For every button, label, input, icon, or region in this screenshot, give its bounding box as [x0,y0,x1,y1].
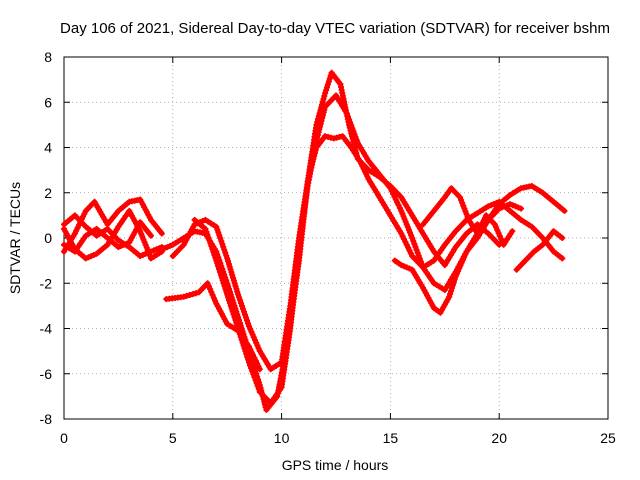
series-trace-9 [391,183,568,316]
y-tick-label: 6 [44,94,52,110]
y-tick-label: 8 [44,49,52,65]
x-tick-label: 5 [169,430,177,446]
chart-title: Day 106 of 2021, Sidereal Day-to-day VTE… [60,20,610,37]
series-markers-trace-1 [61,212,165,260]
series-markers-trace-9 [391,183,568,316]
series-markers-trace-2 [61,196,165,255]
y-tick-label: 4 [44,140,52,156]
x-tick-label: 10 [274,430,290,446]
y-tick-label: -4 [40,321,53,337]
y-tick-label: 2 [44,185,52,201]
series-trace-2 [61,196,165,255]
y-tick-label: -8 [40,411,53,427]
series-markers-trace-4 [61,219,154,255]
x-tick-label: 0 [60,430,68,446]
x-tick-label: 15 [383,430,399,446]
series-markers-trace-10 [420,185,516,248]
series-trace-10 [420,185,516,248]
x-tick-label: 20 [491,430,507,446]
series-markers-trace-8 [163,280,263,373]
y-tick-label: -6 [40,366,53,382]
x-tick-label: 25 [600,430,616,446]
series-trace-3 [61,207,165,262]
y-tick-label: 0 [44,230,52,246]
series-trace-4 [61,219,154,255]
series-trace-7 [191,92,524,407]
series-markers-trace-11 [513,228,566,273]
data-series [61,69,568,413]
y-tick-label: -2 [40,275,53,291]
grid [64,57,608,419]
series-trace-11 [513,228,566,273]
series-markers-trace-7 [191,92,524,407]
y-axis-label: SDTVAR / TECUs [7,182,23,294]
x-axis-label: GPS time / hours [282,457,389,473]
series-markers-trace-3 [61,207,165,262]
axis-ticks: 0 5 10 15 20 25 -8 -6 -4 -2 0 2 4 6 8 [40,49,616,446]
series-trace-8 [163,280,263,373]
